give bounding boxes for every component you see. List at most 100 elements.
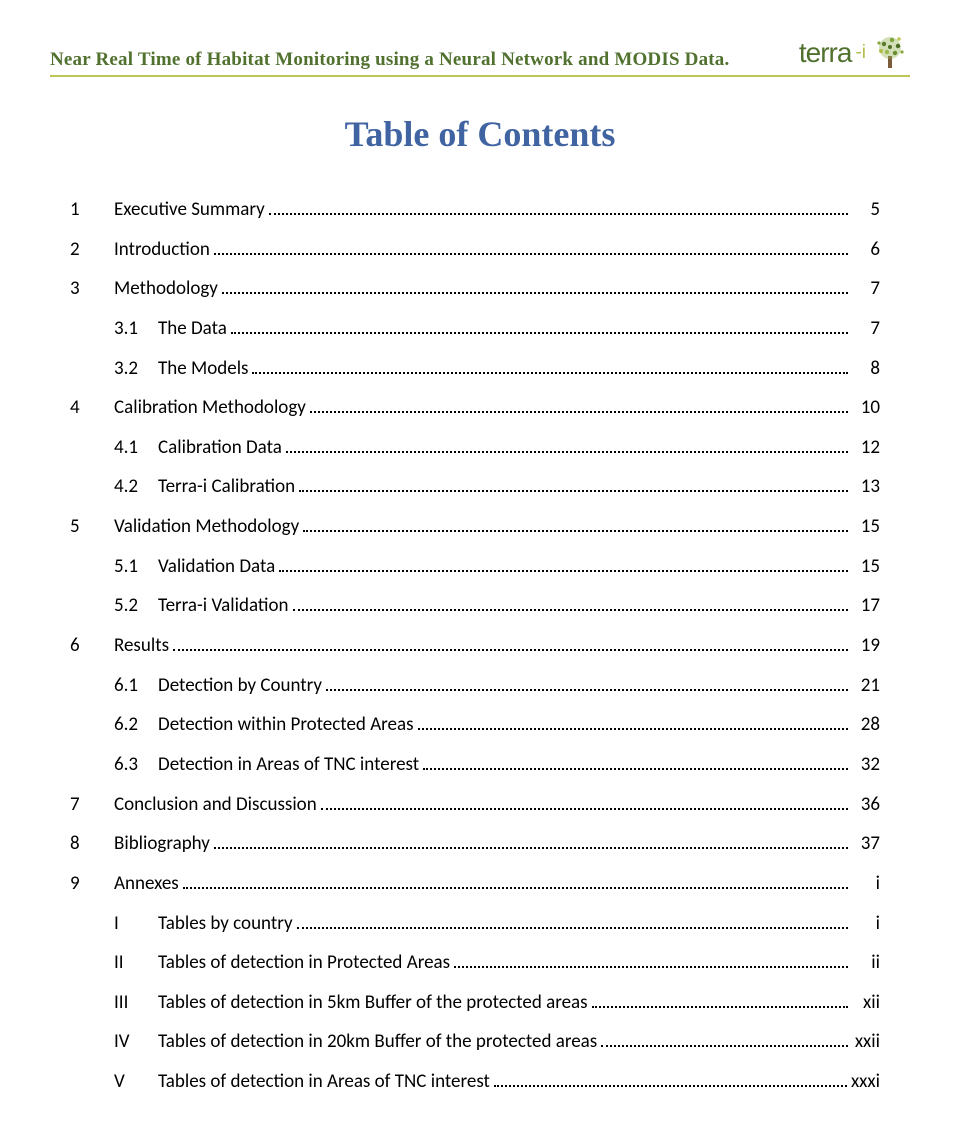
- toc-entry: 5.1Validation Data15: [70, 554, 880, 580]
- toc-leader-dots: [454, 966, 848, 968]
- tree-icon: [870, 30, 910, 75]
- toc-number: 1: [70, 197, 114, 223]
- toc-leader-dots: [222, 292, 848, 294]
- toc-label: Validation Methodology: [114, 514, 299, 540]
- table-of-contents: 1Executive Summary5 2Introduction 6 3Method…: [50, 197, 910, 1095]
- toc-number: 3.1: [114, 316, 158, 342]
- toc-label: Validation Data: [158, 554, 275, 580]
- toc-page-number: 13: [852, 474, 880, 500]
- toc-page-number: 5: [852, 197, 880, 223]
- toc-entry: 5Validation Methodology15: [70, 514, 880, 540]
- toc-entry: 3.1The Data 7: [70, 316, 880, 342]
- toc-number: 5: [70, 514, 114, 540]
- toc-label: Tables of detection in Protected Areas: [158, 950, 450, 976]
- toc-number: 2: [70, 237, 114, 263]
- header-divider: [50, 75, 910, 77]
- toc-entry: 2Introduction 6: [70, 237, 880, 263]
- toc-label: Detection in Areas of TNC interest: [158, 752, 419, 778]
- toc-label: Detection by Country: [158, 673, 322, 699]
- toc-page-number: 21: [852, 673, 880, 699]
- toc-number: 5.2: [114, 593, 158, 619]
- toc-label: Tables of detection in Areas of TNC inte…: [158, 1069, 490, 1095]
- toc-label: Introduction: [114, 237, 210, 263]
- toc-entry: 4.2Terra-i Calibration13: [70, 474, 880, 500]
- toc-number: 3: [70, 276, 114, 302]
- toc-page-number: 10: [852, 395, 880, 421]
- toc-entry: 3Methodology 7: [70, 276, 880, 302]
- toc-page-number: 7: [852, 276, 880, 302]
- toc-page-number: 37: [852, 831, 880, 857]
- toc-label: Terra-i Validation: [158, 593, 289, 619]
- toc-entry: 6.3Detection in Areas of TNC interest32: [70, 752, 880, 778]
- toc-leader-dots: [183, 887, 848, 889]
- toc-page-number: 6: [852, 237, 880, 263]
- toc-leader-dots: [299, 490, 848, 492]
- toc-leader-dots: [321, 808, 848, 810]
- toc-number: 6.1: [114, 673, 158, 699]
- toc-entry: 6Results19: [70, 633, 880, 659]
- toc-page-number: xxxi: [851, 1069, 880, 1095]
- toc-leader-dots: [494, 1085, 847, 1087]
- toc-leader-dots: [279, 570, 848, 572]
- toc-entry: IVTables of detection in 20km Buffer of …: [70, 1029, 880, 1055]
- toc-page-number: 36: [852, 792, 880, 818]
- toc-entry: 7Conclusion and Discussion36: [70, 792, 880, 818]
- toc-leader-dots: [310, 411, 848, 413]
- toc-number: I: [114, 911, 158, 937]
- toc-entry: 4Calibration Methodology 10: [70, 395, 880, 421]
- toc-leader-dots: [303, 530, 848, 532]
- toc-entry: 8Bibliography 37: [70, 831, 880, 857]
- toc-number: IV: [114, 1029, 158, 1055]
- toc-entry: VTables of detection in Areas of TNC int…: [70, 1069, 880, 1095]
- toc-leader-dots: [214, 847, 848, 849]
- toc-leader-dots: [601, 1045, 848, 1047]
- toc-number: 6: [70, 633, 114, 659]
- toc-leader-dots: [592, 1006, 848, 1008]
- toc-number: II: [114, 950, 158, 976]
- toc-label: Tables of detection in 5km Buffer of the…: [158, 990, 588, 1016]
- terra-i-logo: terra -i: [799, 30, 910, 75]
- toc-number: 6.2: [114, 712, 158, 738]
- toc-number: 4.1: [114, 435, 158, 461]
- toc-page-number: i: [852, 911, 880, 937]
- toc-number: 3.2: [114, 356, 158, 382]
- toc-label: The Data: [158, 316, 227, 342]
- toc-entry: 4.1Calibration Data 12: [70, 435, 880, 461]
- toc-page-number: xxii: [852, 1029, 880, 1055]
- toc-label: The Models: [158, 356, 248, 382]
- toc-page-number: i: [852, 871, 880, 897]
- toc-leader-dots: [418, 728, 848, 730]
- document-title: Near Real Time of Habitat Monitoring usi…: [50, 49, 729, 71]
- toc-leader-dots: [231, 332, 848, 334]
- page-header: Near Real Time of Habitat Monitoring usi…: [50, 30, 910, 71]
- toc-entry: 1Executive Summary5: [70, 197, 880, 223]
- toc-leader-dots: [214, 253, 848, 255]
- toc-label: Results: [114, 633, 169, 659]
- toc-page-number: 12: [852, 435, 880, 461]
- toc-page-number: 7: [852, 316, 880, 342]
- toc-label: Bibliography: [114, 831, 210, 857]
- toc-page-number: 15: [852, 554, 880, 580]
- toc-leader-dots: [326, 689, 848, 691]
- toc-entry: IIITables of detection in 5km Buffer of …: [70, 990, 880, 1016]
- toc-label: Calibration Data: [158, 435, 282, 461]
- toc-label: Methodology: [114, 276, 218, 302]
- toc-entry: 6.2Detection within Protected Areas28: [70, 712, 880, 738]
- toc-label: Terra-i Calibration: [158, 474, 295, 500]
- main-heading: Table of Contents: [50, 113, 910, 155]
- toc-number: III: [114, 990, 158, 1016]
- logo-suffix: -i: [855, 42, 866, 64]
- toc-label: Calibration Methodology: [114, 395, 306, 421]
- toc-number: 7: [70, 792, 114, 818]
- document-page: Near Real Time of Habitat Monitoring usi…: [0, 0, 960, 1128]
- toc-page-number: 17: [852, 593, 880, 619]
- toc-page-number: 28: [852, 712, 880, 738]
- toc-number: 8: [70, 831, 114, 857]
- toc-label: Annexes: [114, 871, 179, 897]
- toc-leader-dots: [286, 451, 848, 453]
- toc-leader-dots: [297, 927, 848, 929]
- toc-page-number: 32: [852, 752, 880, 778]
- toc-leader-dots: [269, 213, 848, 215]
- toc-leader-dots: [173, 649, 848, 651]
- toc-number: 4: [70, 395, 114, 421]
